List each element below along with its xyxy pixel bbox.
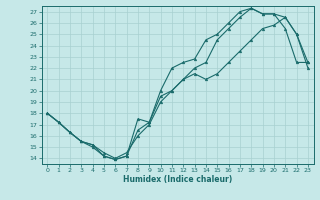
X-axis label: Humidex (Indice chaleur): Humidex (Indice chaleur) bbox=[123, 175, 232, 184]
